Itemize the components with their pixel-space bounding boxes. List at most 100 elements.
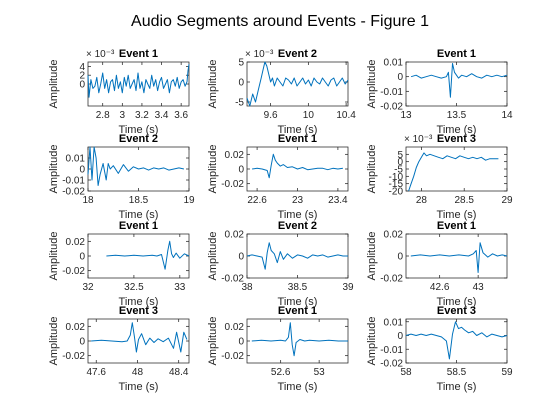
y-tick-label: 0: [79, 252, 85, 263]
x-tick-label: 48.4: [169, 367, 189, 378]
y-tick-label: 0.02: [66, 237, 86, 248]
y-tick-label: -0.02: [221, 274, 244, 285]
y-axis-label: Amplitude: [207, 317, 219, 366]
y-tick-label: 0: [238, 337, 244, 348]
x-tick-label: 28.5: [454, 195, 474, 206]
x-tick-label: 3: [120, 110, 126, 121]
subplot-title: Event 3: [119, 305, 158, 317]
x-tick-label: 32.5: [124, 282, 144, 293]
y-tick-label: 0.02: [66, 322, 86, 333]
y-tick-label: 0: [397, 252, 403, 263]
x-tick-label: 18.5: [129, 195, 149, 206]
subplot-title: Event 2: [119, 133, 158, 145]
subplot-12: 58 58.5 59 -0.02 -0.01 0 0.01 Event 3 Time (s) Am…: [366, 305, 513, 393]
y-tick-label: 0.02: [225, 230, 245, 241]
y-tick-label: 5: [397, 150, 403, 161]
axis-exponent: × 10⁻³: [404, 134, 433, 145]
x-tick-label: 14: [501, 110, 513, 121]
y-tick-label: 0: [397, 331, 403, 342]
x-tick-label: 47.6: [87, 367, 107, 378]
x-tick-label: 22.6: [247, 195, 267, 206]
subplot-title: Event 1: [119, 48, 158, 60]
y-tick-label: -0.01: [380, 87, 403, 98]
y-tick-label: 0.01: [384, 58, 404, 69]
y-tick-label: 0.01: [384, 317, 404, 328]
x-tick-label: 10: [303, 110, 315, 121]
y-axis-label: Amplitude: [207, 232, 219, 281]
x-tick-label: 33: [174, 282, 186, 293]
y-tick-label: 0: [397, 72, 403, 83]
y-tick-label: -0.01: [380, 345, 403, 356]
subplot-9: 42.6 43-0.0200.02Event 1Time (s)Amplitude: [366, 220, 507, 308]
x-tick-label: 19: [183, 195, 195, 206]
y-tick-label: 0: [238, 165, 244, 176]
plot-area: [406, 62, 507, 106]
subplot-title: Event 1: [437, 220, 476, 232]
subplot-title: Event 2: [278, 220, 317, 232]
subplot-8: 38 38.5 39 -0.02 0 0.02 Event 2 Time (s) Amplitu…: [207, 220, 354, 308]
y-axis-label: Amplitude: [48, 232, 60, 281]
x-axis-label: Time (s): [278, 381, 318, 393]
axis-exponent: × 10⁻³: [245, 49, 274, 60]
x-tick-label: 52.6: [271, 367, 291, 378]
x-tick-label: 59: [501, 367, 513, 378]
subplot-title: Event 1: [278, 133, 317, 145]
subplot-title: Event 3: [437, 305, 476, 317]
y-axis-label: Amplitude: [48, 145, 60, 194]
subplot-6: 28 28.5 29-20-15-10-505Event 3Time (s)Ampl…: [366, 133, 513, 221]
x-tick-label: 42.6: [430, 282, 450, 293]
subplot-title: Event 1: [278, 305, 317, 317]
subplot-title: Event 1: [119, 220, 158, 232]
plot-area: [406, 147, 507, 191]
x-axis-label: Time (s): [437, 381, 477, 393]
x-tick-label: 38.5: [288, 282, 308, 293]
y-tick-label: 0: [238, 78, 244, 89]
x-tick-label: 23.4: [328, 195, 348, 206]
y-axis-label: Amplitude: [366, 145, 378, 194]
y-tick-label: -0.02: [221, 179, 244, 190]
x-tick-label: 53: [314, 367, 326, 378]
plot-area: [406, 319, 507, 363]
y-tick-label: 0: [238, 252, 244, 263]
plot-area: [247, 62, 348, 106]
subplot-7: 32 32.5 33 -0.02 0 0.02 Event 1 Time (s) Amplitu…: [48, 220, 189, 308]
x-tick-label: 39: [342, 282, 354, 293]
x-tick-label: 48: [132, 367, 144, 378]
figure-title: Audio Segments around Events - Figure 1: [131, 13, 429, 30]
x-tick-label: 28: [416, 195, 428, 206]
y-axis-label: Amplitude: [207, 145, 219, 194]
y-tick-label: 5: [238, 58, 244, 69]
subplot-3: 13 13.5 14 -0.02 -0.01 0 0.01 Event 1 Time (s) Am…: [366, 48, 513, 136]
y-tick-label: 0: [79, 337, 85, 348]
x-tick-label: 2.8: [96, 110, 110, 121]
x-axis-label: Time (s): [119, 381, 159, 393]
subplot-4: 18 18.5 19-0.02-0.0100.01Event 2Time (s)Am…: [48, 133, 195, 221]
axis-exponent: × 10⁻³: [86, 49, 115, 60]
y-axis-label: Amplitude: [48, 317, 60, 366]
y-tick-label: -0.02: [380, 102, 403, 113]
y-tick-label: 0.02: [225, 150, 245, 161]
y-tick-label: 0: [79, 165, 85, 176]
x-tick-label: 43: [473, 282, 485, 293]
subplot-11: 52.6 53 -0.02 0 0.02 Event 1 Time (s) Amplitude: [207, 305, 348, 393]
x-tick-label: 58.5: [447, 367, 467, 378]
y-tick-label: -0.02: [221, 351, 244, 362]
y-tick-label: 4: [79, 62, 85, 73]
subplot-1: 2.8 3 3.2 3.4 3.6 024 Event 1 Time (s) Amplitude…: [48, 48, 189, 136]
x-tick-label: 9.6: [264, 110, 278, 121]
x-tick-label: 32: [82, 282, 94, 293]
x-tick-label: 23: [292, 195, 304, 206]
plot-area: [88, 62, 189, 106]
subplot-title: Event 3: [437, 133, 476, 145]
y-tick-label: 0.02: [384, 230, 404, 241]
y-tick-label: 0.01: [66, 154, 86, 165]
y-tick-label: -0.02: [380, 359, 403, 370]
plot-area: [406, 234, 507, 278]
subplot-5: 22.6 23 23.4 -0.02 0 0.02 Event 1 Time (s) Ampli…: [207, 133, 348, 221]
x-tick-label: 29: [501, 195, 513, 206]
y-tick-label: -0.02: [62, 266, 85, 277]
subplot-title: Event 2: [278, 48, 317, 60]
subplot-2: 9.6 10 10.4-505Event 2Time (s)Amplitude× 1…: [207, 48, 356, 136]
y-axis-label: Amplitude: [48, 60, 60, 109]
y-tick-label: -0.02: [380, 274, 403, 285]
